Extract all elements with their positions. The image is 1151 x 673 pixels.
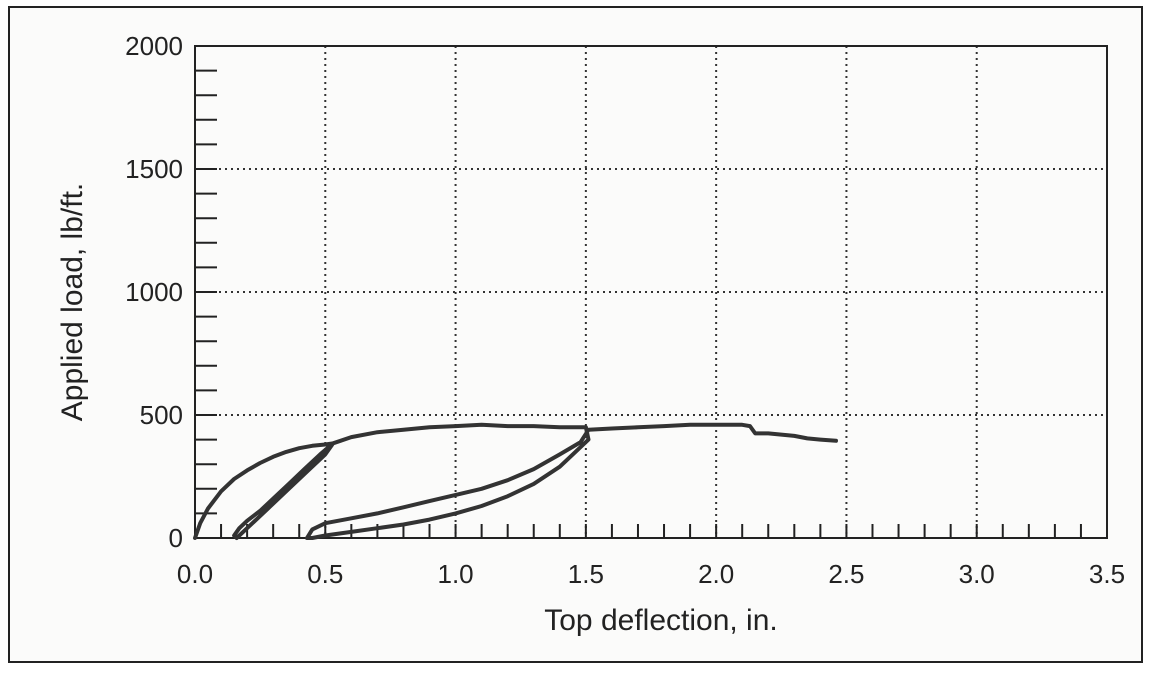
x-tick-label: 1.5: [568, 559, 604, 589]
x-tick-label: 0.0: [177, 559, 213, 589]
chart-frame: 0 500 1000 1500 2000 0.0 0.5 1.0 1.5 2.0 2.5 3.0 3.…: [8, 6, 1143, 663]
x-axis-title: Top deflection, in.: [544, 604, 777, 637]
x-axis-tick-labels: 0.0 0.5 1.0 1.5 2.0 2.5 3.0 3.5: [177, 559, 1125, 589]
minor-ticks: [194, 45, 1108, 539]
x-tick-label: 3.5: [1089, 559, 1125, 589]
x-tick-label: 0.5: [307, 559, 343, 589]
load-deflection-curve: [193, 422, 838, 540]
y-axis-title: Applied load, lb/ft.: [56, 183, 89, 422]
y-tick-label: 1000: [125, 277, 183, 307]
y-axis-tick-labels: 0 500 1000 1500 2000: [125, 31, 183, 553]
x-tick-label: 3.0: [959, 559, 995, 589]
x-tick-label: 2.0: [698, 559, 734, 589]
y-tick-label: 1500: [125, 154, 183, 184]
x-tick-label: 2.5: [828, 559, 864, 589]
y-tick-label: 0: [169, 523, 183, 553]
chart-svg: 0 500 1000 1500 2000 0.0 0.5 1.0 1.5 2.0 2.5 3.0 3.…: [56, 31, 1125, 637]
y-tick-label: 2000: [125, 31, 183, 61]
y-tick-label: 500: [140, 400, 183, 430]
grid: [195, 46, 1107, 538]
x-tick-label: 1.0: [437, 559, 473, 589]
